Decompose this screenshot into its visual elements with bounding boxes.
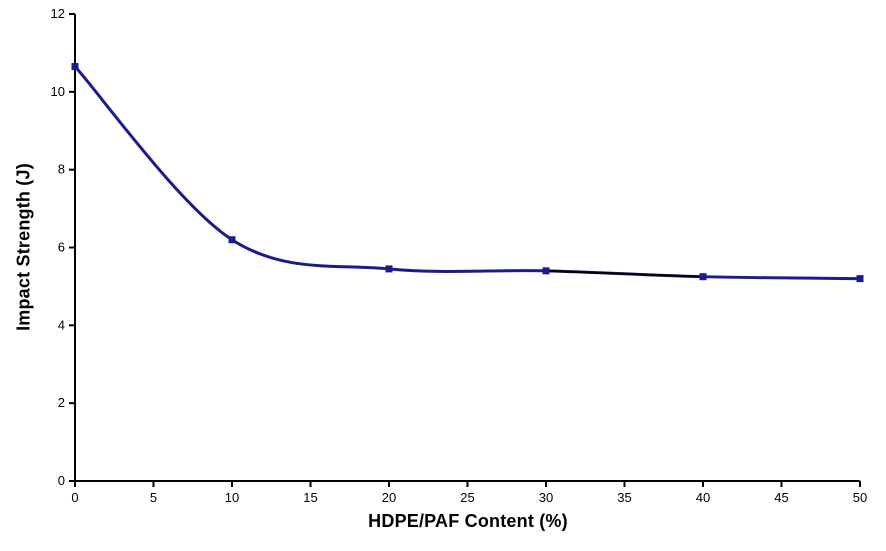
series-line: [73, 65, 862, 281]
x-tick-label: 25: [460, 490, 474, 505]
y-axis-title: Impact Strength (J): [13, 163, 34, 331]
data-point-marker: [71, 63, 79, 71]
x-tick-label: 45: [774, 490, 788, 505]
y-tick-label: 6: [58, 240, 65, 255]
x-tick-label: 10: [225, 490, 239, 505]
data-point-marker: [228, 236, 236, 244]
y-tick-label: 8: [58, 162, 65, 177]
trend-overlay-segment: [545, 269, 704, 278]
x-tick-label: 50: [853, 490, 867, 505]
x-tick-label: 20: [382, 490, 396, 505]
x-tick-label: 0: [71, 490, 78, 505]
data-point-marker: [542, 267, 550, 275]
x-tick-label: 5: [150, 490, 157, 505]
x-tick-label: 30: [539, 490, 553, 505]
x-axis-title: HDPE/PAF Content (%): [368, 511, 568, 531]
y-tick-label: 12: [51, 6, 65, 21]
x-tick-label: 40: [696, 490, 710, 505]
y-tick-label: 4: [58, 317, 65, 332]
y-tick-label: 10: [51, 84, 65, 99]
data-point-marker: [856, 275, 864, 283]
data-point-marker: [699, 273, 707, 281]
x-tick-label: 15: [303, 490, 317, 505]
y-tick-label: 2: [58, 395, 65, 410]
x-tick-label: 35: [617, 490, 631, 505]
y-tick-label: 0: [58, 473, 65, 488]
data-point-marker: [385, 265, 393, 273]
